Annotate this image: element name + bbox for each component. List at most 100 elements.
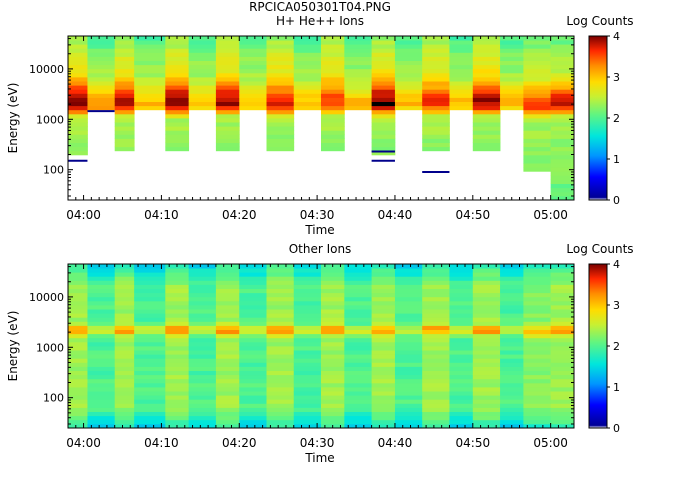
spectrogram-cell xyxy=(394,346,423,351)
spectrogram-cell xyxy=(134,346,166,351)
spectrogram-cell xyxy=(134,325,166,330)
spectrogram-cell xyxy=(239,354,267,359)
spectrogram-cell xyxy=(500,317,524,322)
spectrogram-cell xyxy=(239,329,267,335)
spectrogram-cell xyxy=(523,77,552,82)
spectrogram-cell xyxy=(523,154,552,160)
spectrogram-cell xyxy=(293,374,322,380)
spectrogram-cell xyxy=(215,296,240,302)
spectrogram-cell xyxy=(239,419,267,425)
spectrogram-cell xyxy=(394,374,423,380)
spectrogram-cell xyxy=(550,113,575,119)
spectrogram-cell xyxy=(114,419,135,425)
spectrogram-cell xyxy=(472,122,501,127)
spectrogram-cell xyxy=(68,317,88,322)
spectrogram-cell xyxy=(239,105,267,111)
spectrogram-cell xyxy=(344,101,372,107)
spectrogram-cell xyxy=(344,105,372,111)
spectrogram-cell xyxy=(371,292,396,298)
spectrogram-cell xyxy=(344,313,372,318)
spectrogram-cell xyxy=(523,366,552,371)
spectrogram-cell xyxy=(500,292,524,298)
spectrogram-cell xyxy=(266,288,295,294)
spectrogram-cell xyxy=(266,142,295,148)
x-tick-label: 05:00 xyxy=(533,208,568,222)
spectrogram-cell xyxy=(550,370,575,376)
spectrogram-cell xyxy=(68,284,88,289)
spectrogram-cell xyxy=(134,36,166,41)
spectrogram-cell xyxy=(500,77,524,82)
spectrogram-cell xyxy=(68,44,88,49)
spectrogram-cell xyxy=(266,370,295,376)
spectrogram-cell xyxy=(550,105,575,111)
spectrogram-cell xyxy=(422,321,450,326)
spectrogram-cell xyxy=(239,407,267,412)
spectrogram-cell xyxy=(114,317,135,322)
spectrogram-cell xyxy=(344,341,372,347)
spectrogram-cell xyxy=(344,415,372,421)
spectrogram-cell xyxy=(68,280,88,285)
spectrogram-cell xyxy=(215,325,240,330)
spectrogram-cell xyxy=(344,362,372,367)
spectrogram-cell xyxy=(422,341,450,347)
spectrogram-cell xyxy=(239,64,267,70)
spectrogram-cell xyxy=(394,89,423,94)
spectrogram-cell xyxy=(134,60,166,66)
spectrogram-cell xyxy=(293,81,322,86)
spectrogram-cell xyxy=(293,415,322,421)
spectrogram-cell xyxy=(500,268,524,273)
spectrogram-cell xyxy=(188,272,217,277)
spectrogram-cell xyxy=(87,305,116,310)
spectrogram-cell xyxy=(87,317,116,322)
spectrogram-cell xyxy=(293,300,322,306)
spectrogram-cell xyxy=(188,268,217,273)
spectrogram-cell xyxy=(550,154,575,160)
spectrogram-cell xyxy=(394,48,423,53)
spectrogram-cell xyxy=(344,284,372,289)
spectrogram-cell xyxy=(523,391,552,396)
spectrogram-cell xyxy=(68,399,88,404)
spectrogram-cell xyxy=(472,407,501,412)
spectrogram-cell xyxy=(344,81,372,86)
spectrogram-cell xyxy=(371,146,396,152)
spectrogram-cell xyxy=(321,142,345,148)
spectrogram-cell xyxy=(449,77,474,82)
spectrogram-cell xyxy=(215,56,240,61)
spectrogram-cell xyxy=(266,321,295,326)
spectrogram-cell xyxy=(114,134,135,139)
spectrogram-cell xyxy=(165,366,190,371)
spectrogram-cell xyxy=(449,337,474,343)
spectrogram-cell xyxy=(293,276,322,281)
spectrogram-cell xyxy=(449,40,474,45)
spectrogram-cell xyxy=(293,288,322,294)
colorbar-tick-label: 3 xyxy=(613,299,620,312)
spectrogram-cell xyxy=(134,313,166,318)
spectrogram-cell xyxy=(550,313,575,318)
spectrogram-cell xyxy=(371,81,396,86)
spectrogram-cell xyxy=(371,52,396,57)
spectrogram-cell xyxy=(165,317,190,322)
spectrogram-cell xyxy=(293,325,322,330)
spectrogram-cell xyxy=(165,305,190,310)
spectrogram-cell xyxy=(472,89,501,94)
spectrogram-cell xyxy=(134,272,166,277)
spectrogram-cell xyxy=(500,56,524,61)
spectrogram-cell xyxy=(165,358,190,363)
spectrogram-cell xyxy=(449,391,474,396)
spectrogram-cell xyxy=(68,77,88,82)
spectrogram-cell xyxy=(188,333,217,339)
spectrogram-cell xyxy=(472,268,501,273)
spectrogram-cell xyxy=(293,329,322,335)
spectrogram-cell xyxy=(394,411,423,417)
spectrogram-cell xyxy=(215,68,240,74)
spectrogram-cell xyxy=(321,366,345,371)
spectrogram-cell xyxy=(114,122,135,127)
spectrogram-cell xyxy=(344,333,372,339)
spectrogram-cell xyxy=(165,85,190,90)
spectrogram-cell xyxy=(371,134,396,139)
spectrogram-cell xyxy=(500,374,524,380)
spectrogram-cell xyxy=(68,113,88,119)
spectrogram-cell xyxy=(523,378,552,384)
spectrogram-cell xyxy=(422,101,450,107)
